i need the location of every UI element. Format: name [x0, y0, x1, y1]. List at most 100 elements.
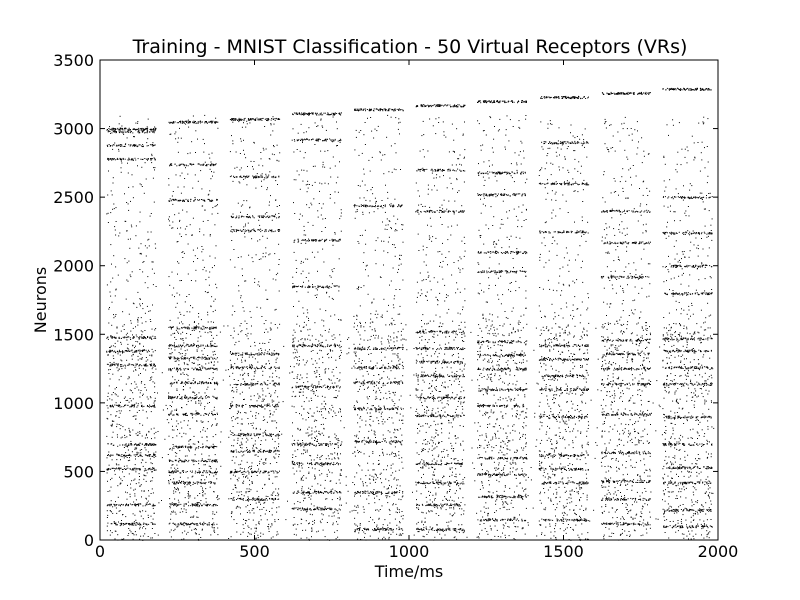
spike-point: [315, 376, 317, 378]
spike-point: [169, 368, 171, 370]
spike-point: [188, 126, 190, 128]
spike-point: [127, 404, 129, 406]
spike-point: [274, 118, 276, 120]
spike-point: [229, 151, 231, 153]
spike-point: [254, 471, 256, 473]
spike-point: [259, 176, 261, 178]
spike-point: [257, 229, 259, 231]
spike-point: [113, 159, 115, 161]
spike-point: [129, 431, 131, 433]
spike-point: [127, 446, 129, 448]
spike-point: [108, 144, 110, 145]
spike-point: [255, 370, 257, 372]
spike-point: [302, 493, 304, 495]
spike-point: [180, 236, 182, 237]
spike-point: [276, 447, 277, 449]
spike-point: [183, 481, 185, 483]
spike-point: [246, 437, 248, 439]
spike-point: [127, 460, 129, 462]
spike-point: [186, 349, 188, 351]
spike-point: [252, 427, 254, 429]
spike-point: [114, 130, 116, 132]
spike-point: [307, 411, 309, 413]
spike-point: [206, 428, 208, 430]
spike-point: [171, 396, 173, 398]
spike-point: [171, 382, 173, 384]
spike-point: [257, 284, 259, 286]
spike-point: [311, 529, 313, 531]
spike-point: [140, 253, 142, 255]
spike-point: [210, 483, 212, 484]
spike-point: [141, 490, 143, 492]
spike-point: [154, 382, 156, 384]
spike-point: [244, 232, 245, 234]
spike-point: [278, 377, 280, 379]
spike-point: [258, 449, 260, 451]
spike-point: [112, 506, 114, 508]
spike-point: [248, 518, 250, 520]
spike-point: [247, 496, 249, 498]
spike-point: [232, 366, 234, 368]
spike-point: [295, 534, 297, 536]
spike-point: [278, 243, 280, 245]
spike-point: [214, 382, 216, 384]
spike-point: [173, 481, 175, 483]
spike-point: [109, 346, 111, 348]
spike-point: [106, 144, 108, 146]
spike-point: [153, 145, 155, 147]
spike-point: [122, 365, 124, 367]
spike-point: [308, 417, 309, 418]
spike-point: [242, 471, 244, 473]
spike-point: [171, 195, 173, 197]
spike-point: [268, 471, 269, 473]
spike-point: [186, 471, 188, 472]
spike-point: [232, 405, 234, 407]
spike-point: [299, 395, 300, 397]
spike-point: [257, 176, 259, 177]
spike-point: [171, 383, 173, 385]
spike-point: [252, 354, 254, 356]
spike-point: [237, 417, 239, 419]
spike-point: [264, 343, 266, 344]
spike-point: [142, 510, 144, 512]
spike-point: [240, 423, 242, 425]
spike-point: [190, 164, 192, 165]
spike-point: [137, 503, 139, 505]
spike-point: [229, 119, 231, 121]
spike-point: [240, 472, 242, 474]
spike-point: [117, 364, 119, 366]
spike-point: [195, 152, 196, 153]
spike-point: [178, 165, 180, 167]
spike-point: [177, 423, 179, 425]
spike-point: [212, 207, 214, 209]
spike-point: [112, 144, 114, 146]
spike-point: [137, 291, 139, 293]
spike-point: [183, 186, 185, 188]
spike-point: [118, 235, 120, 237]
spike-point: [252, 449, 254, 451]
spike-point: [169, 165, 171, 167]
spike-point: [246, 123, 248, 125]
spike-point: [172, 470, 173, 472]
spike-point: [178, 461, 180, 463]
spike-point: [185, 120, 187, 122]
spike-point: [118, 144, 120, 146]
spike-point: [208, 367, 210, 369]
spike-point: [248, 175, 250, 177]
spike-point: [242, 498, 244, 500]
spike-point: [154, 523, 156, 525]
spike-point: [147, 444, 149, 446]
spike-point: [106, 336, 108, 338]
spike-point: [179, 492, 181, 494]
spike-point: [210, 120, 212, 122]
spike-point: [148, 490, 149, 492]
spike-point: [175, 329, 177, 331]
spike-point: [116, 504, 117, 506]
spike-point: [175, 471, 177, 473]
spike-point: [268, 217, 269, 219]
spike-point: [174, 214, 176, 216]
spike-point: [198, 441, 200, 443]
spike-point: [178, 262, 180, 264]
spike-point: [125, 383, 127, 385]
spike-point: [250, 230, 252, 232]
